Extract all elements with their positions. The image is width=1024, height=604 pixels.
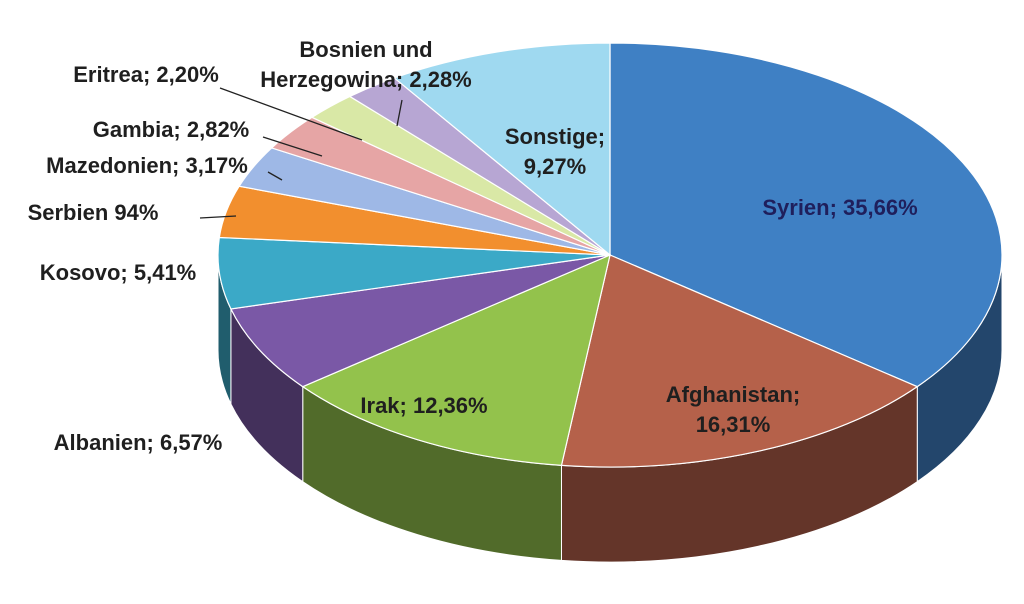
data-label-irak: Irak; 12,36% [360,393,487,418]
pie-slice-kosovo [217,236,611,310]
data-label-kosovo: Kosovo; 5,41% [40,260,197,285]
data-label-syrien: Syrien; 35,66% [762,195,917,220]
leader-line-gambia [262,136,323,157]
data-label-gambia: Gambia; 2,82% [93,117,250,142]
leader-line-mazedonien [267,171,283,181]
pie-slice-albanien [229,254,611,388]
leader-line-bosnien-und-herzegowina [396,99,403,127]
data-label-serbien: Serbien 94% [28,200,159,225]
data-label-sonstige: Sonstige; 9,27% [505,124,605,179]
data-label-afghanistan: Afghanistan; 16,31% [666,382,800,437]
pie-slice-irak [301,253,611,467]
pie-slice-sonstige [393,42,611,257]
data-label-albanien: Albanien; 6,57% [54,430,223,455]
pie-slice-syrien [609,42,1003,388]
data-label-mazedonien: Mazedonien; 3,17% [46,153,248,178]
pie-slice-afghanistan [560,254,919,468]
data-label-eritrea: Eritrea; 2,20% [73,62,219,87]
leader-line-eritrea [219,87,363,141]
data-label-bosnien-und-herzegowina: Bosnien und Herzegowina; 2,28% [260,37,472,92]
leader-line-serbien [199,215,237,219]
